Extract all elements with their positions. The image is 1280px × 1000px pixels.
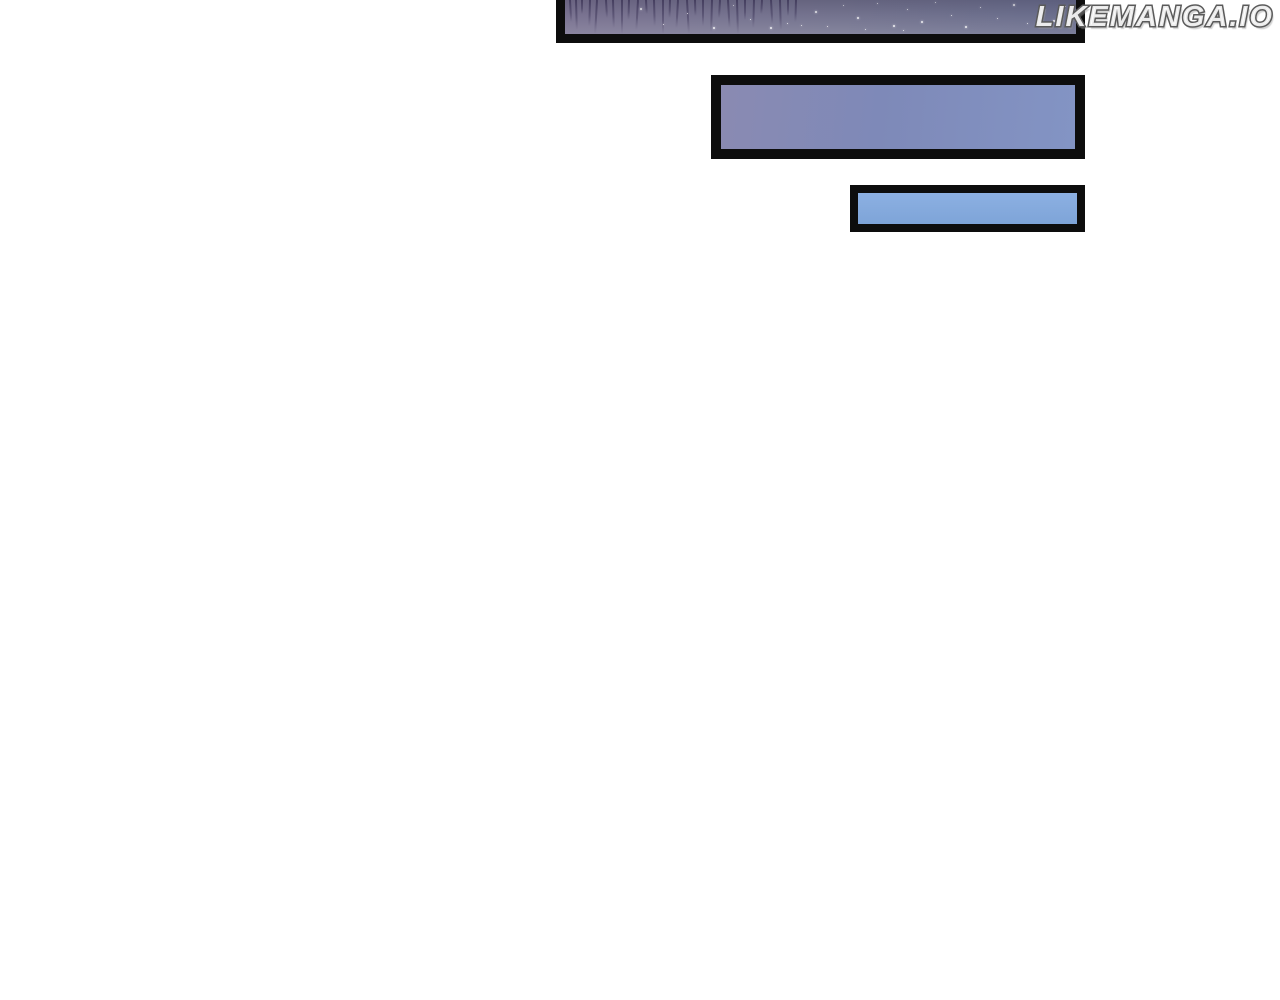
- grass-silhouette: [565, 0, 1076, 34]
- sky-blue-artwork: [858, 193, 1077, 224]
- manga-panel-sky-blue: [850, 185, 1085, 232]
- dusk-gradient-artwork: [721, 85, 1075, 149]
- site-watermark-outline: LIKEMANGA.IO: [1034, 0, 1274, 34]
- night-sky-artwork: [565, 0, 1076, 34]
- site-watermark: LIKEMANGA.IO LIKEMANGA.IO: [1034, 0, 1274, 34]
- star-field: [565, 0, 1076, 34]
- manga-panel-dusk-gradient: [711, 75, 1085, 159]
- manga-panel-night-sky: [556, 0, 1085, 43]
- site-watermark-text: LIKEMANGA.IO: [1035, 1, 1274, 33]
